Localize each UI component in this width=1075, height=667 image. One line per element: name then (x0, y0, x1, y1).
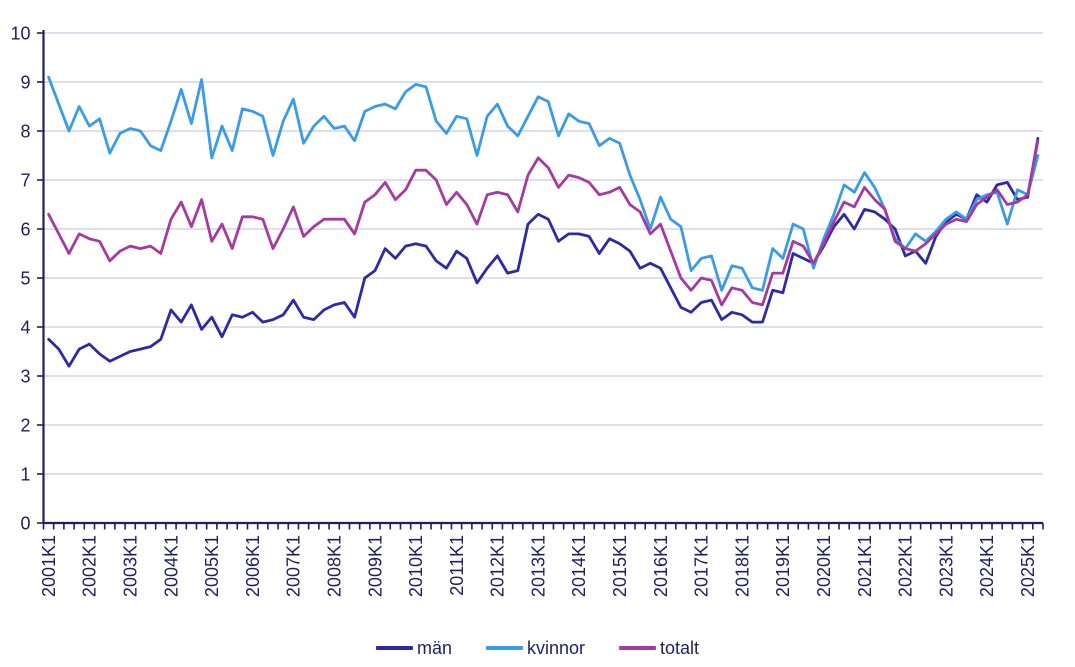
series-line-totalt (47, 139, 1040, 307)
x-tick-label: 2017K1 (692, 535, 712, 597)
plot-area: 0 1 2 3 4 5 6 7 8 9 10 2001K1 2002K1 2003K1 2004K1 2005… (10, 23, 1044, 597)
x-tick-label: 2010K1 (406, 535, 426, 597)
y-tick-label: 5 (20, 268, 30, 288)
legend-label-kvinnor: kvinnor (526, 638, 585, 658)
x-tick-label: 2018K1 (732, 535, 752, 597)
kvinnor-line-swatch (485, 646, 523, 650)
y-tick-label: 3 (20, 366, 30, 386)
x-tick-label: 2014K1 (569, 535, 589, 597)
y-tick-label: 9 (20, 72, 30, 92)
x-tick-label: 2007K1 (284, 535, 304, 597)
y-tick-label: 0 (20, 513, 30, 533)
x-tick-label: 2008K1 (324, 535, 344, 597)
y-tick-label: 4 (20, 317, 30, 337)
chart-legend: män kvinnor totalt (0, 633, 1075, 663)
x-tick-label: 2025K1 (1018, 535, 1038, 597)
y-tick-label: 1 (20, 464, 30, 484)
y-tick-label: 8 (20, 121, 30, 141)
x-tick-label: 2003K1 (120, 535, 140, 597)
y-tick-label: 6 (20, 219, 30, 239)
x-tick-label: 2016K1 (651, 535, 671, 597)
x-tick-label: 2022K1 (896, 535, 916, 597)
x-tick-label: 2009K1 (365, 535, 385, 597)
series-line-kvinnor (47, 75, 1040, 292)
x-tick-label: 2024K1 (977, 535, 997, 597)
legend-item-kvinnor: kvinnor (485, 638, 585, 658)
man-line-swatch (375, 646, 413, 650)
totalt-line-swatch (619, 646, 656, 650)
x-tick-label: 2004K1 (161, 535, 181, 597)
legend-item-totalt: totalt (619, 639, 699, 657)
x-tick-label: 2020K1 (814, 535, 834, 597)
x-tick-label: 2002K1 (80, 535, 100, 597)
x-tick-label: 2015K1 (610, 535, 630, 597)
x-tick-label: 2019K1 (773, 535, 793, 597)
x-tick-label: 2023K1 (936, 535, 956, 597)
y-tick-label: 2 (20, 415, 30, 435)
legend-label-man: män (416, 638, 452, 658)
series-line-män (47, 136, 1040, 368)
legend-item-man: män (375, 638, 452, 658)
x-tick-label: 2011K1 (447, 535, 467, 596)
y-tick-label: 10 (10, 23, 30, 43)
x-tick-label: 2021K1 (855, 535, 875, 597)
x-tick-label: 2012K1 (488, 535, 508, 597)
x-tick-label: 2005K1 (202, 535, 222, 597)
x-tick-label: 2013K1 (528, 535, 548, 597)
x-tick-label: 2001K1 (39, 535, 59, 597)
x-tick-label: 2006K1 (243, 535, 263, 597)
y-tick-label: 7 (20, 170, 30, 190)
legend-label-totalt: totalt (660, 638, 700, 658)
